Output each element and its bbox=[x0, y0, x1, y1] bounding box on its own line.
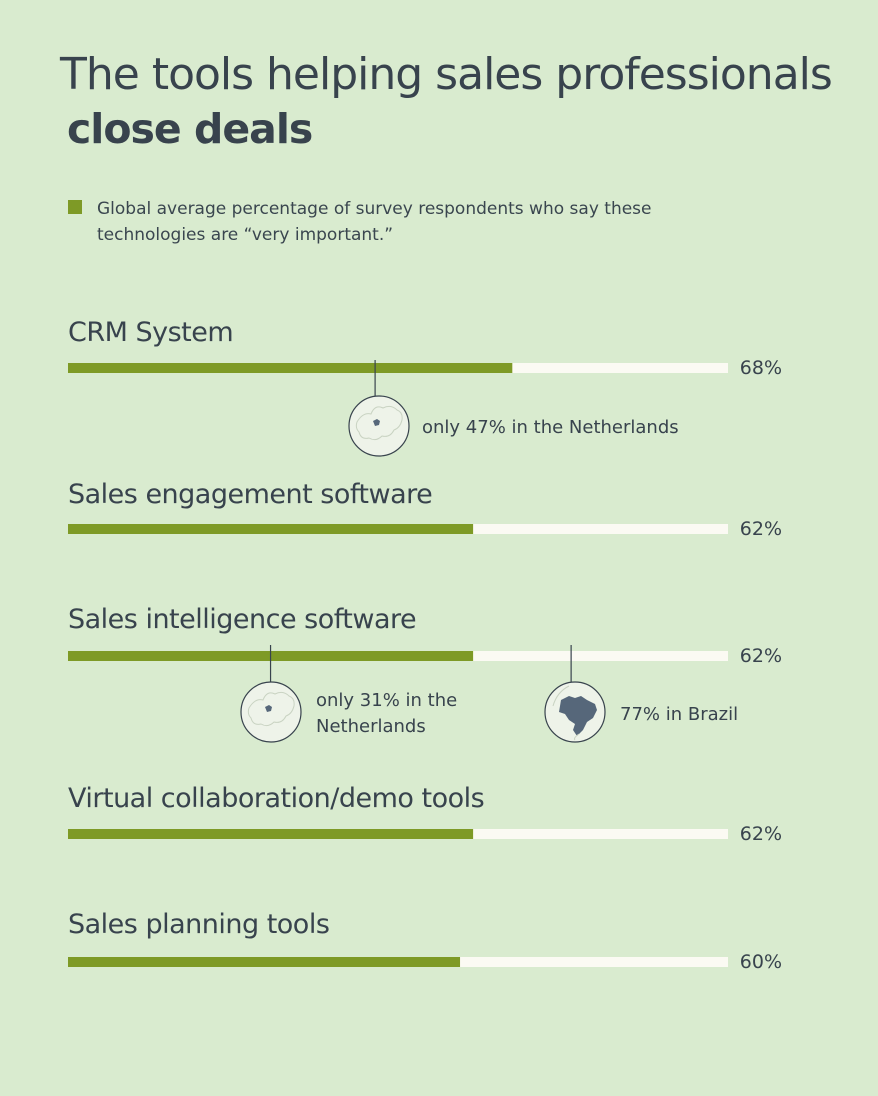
category-label: Sales engagement software bbox=[68, 479, 432, 510]
annotation-text: 77% in Brazil bbox=[620, 704, 738, 725]
bar bbox=[68, 524, 474, 534]
europe-outline bbox=[247, 691, 295, 727]
netherlands-highlight bbox=[265, 705, 272, 712]
category-label: Virtual collaboration/demo tools bbox=[68, 783, 484, 814]
bar bbox=[68, 363, 513, 373]
category-label: CRM System bbox=[68, 317, 233, 348]
bar-row: Sales engagement software 62% bbox=[68, 479, 782, 540]
title-line-2: close deals bbox=[67, 105, 313, 154]
value-label: 62% bbox=[740, 823, 782, 845]
europe-outline bbox=[355, 405, 403, 441]
bar-row: Sales planning tools 60% bbox=[68, 909, 782, 973]
south-america-outline bbox=[552, 685, 580, 741]
bar-row: Sales intelligence software 62% bbox=[68, 604, 782, 667]
annotation: 77% in Brazil bbox=[544, 645, 738, 743]
category-label: Sales planning tools bbox=[68, 909, 329, 940]
map-circle bbox=[240, 681, 302, 743]
brazil-map-icon bbox=[544, 681, 606, 743]
value-label: 68% bbox=[740, 357, 782, 379]
bar bbox=[68, 957, 461, 967]
map-circle bbox=[348, 395, 410, 457]
bar-row: Virtual collaboration/demo tools 62% bbox=[68, 783, 782, 845]
annotation-text: only 47% in the Netherlands bbox=[422, 417, 679, 438]
title-line-1: The tools helping sales professionals bbox=[60, 49, 833, 100]
europe-map-icon bbox=[348, 395, 410, 457]
annotation: only 31% in the Netherlands bbox=[240, 645, 457, 743]
legend-text: Global average percentage of survey resp… bbox=[97, 199, 652, 245]
category-label: Sales intelligence software bbox=[68, 604, 416, 635]
bar-row: CRM System 68% bbox=[68, 317, 782, 379]
legend-swatch bbox=[68, 200, 82, 214]
chart-title: The tools helping sales professionals cl… bbox=[60, 49, 833, 154]
value-label: 62% bbox=[740, 518, 782, 540]
annotation-text: only 31% in the bbox=[316, 690, 457, 711]
bar bbox=[68, 829, 474, 839]
europe-map-icon bbox=[240, 681, 302, 743]
value-label: 60% bbox=[740, 951, 782, 973]
netherlands-highlight bbox=[373, 419, 380, 426]
brazil-shape bbox=[559, 696, 597, 736]
value-label: 62% bbox=[740, 645, 782, 667]
annotation-text: Netherlands bbox=[316, 716, 426, 737]
annotation: only 47% in the Netherlands bbox=[348, 360, 679, 457]
